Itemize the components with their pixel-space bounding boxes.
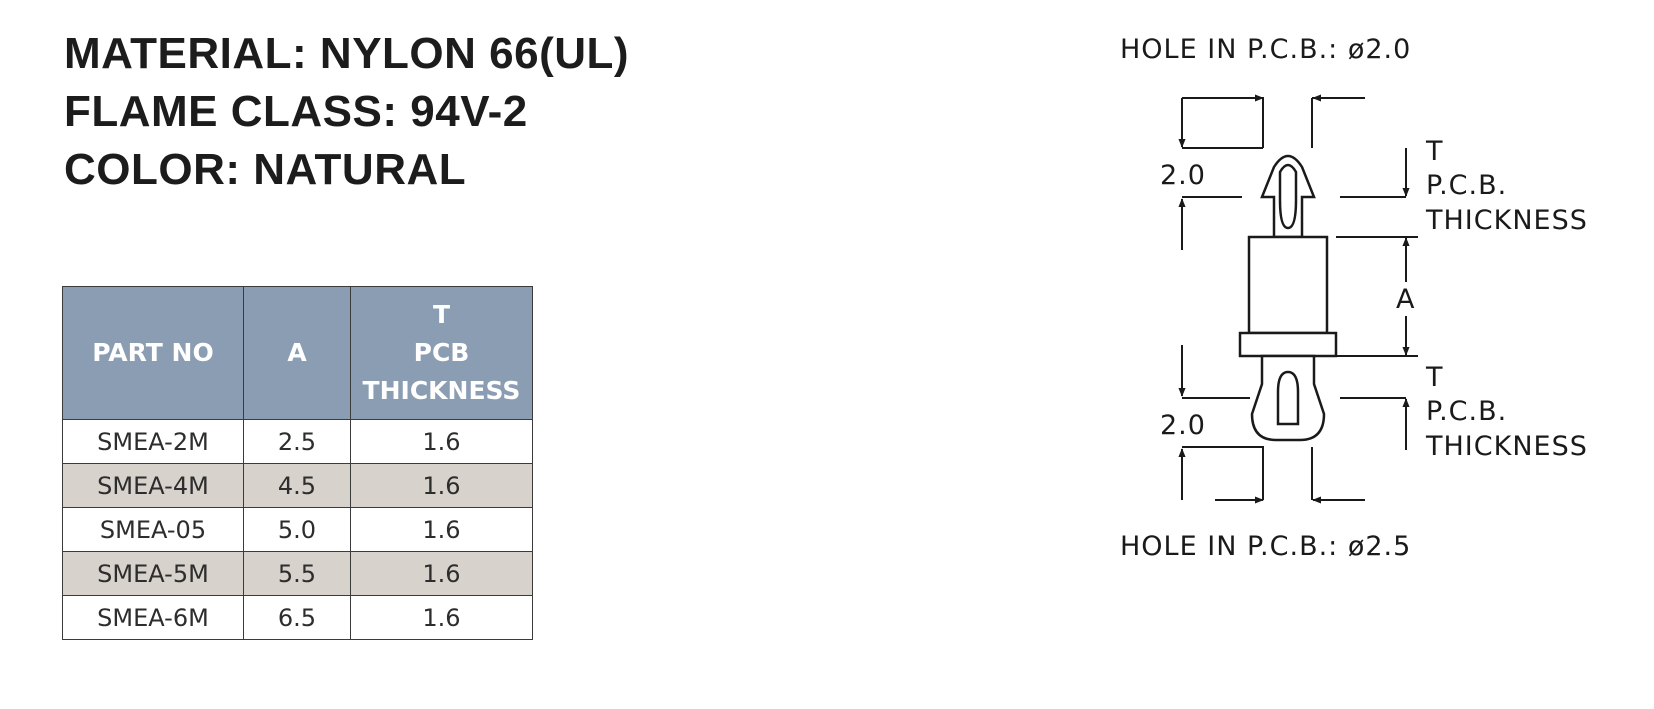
color-spec: COLOR: NATURAL [64,145,467,194]
cell-part-no: SMEA-2M [62,419,244,464]
table-row: SMEA-4M 4.5 1.6 [62,463,533,508]
flame-class-spec: FLAME CLASS: 94V-2 [64,87,528,136]
bottom-height-dimension [1178,345,1264,500]
table-row: SMEA-2M 2.5 1.6 [62,419,533,464]
cell-t: 1.6 [350,463,533,508]
top-thickness-dimension [1340,148,1410,198]
thickness-bottom-label: THICKNESS [1425,431,1588,462]
dim-bottom-label: 2.0 [1160,410,1206,441]
header-t-line1: T [432,300,451,329]
thickness-top-label: THICKNESS [1425,205,1588,236]
a-dimension [1336,236,1418,357]
cell-part-no: SMEA-4M [62,463,244,508]
top-height-dimension [1178,98,1263,250]
cell-t: 1.6 [350,419,533,464]
header-t-line2: PCB [413,338,470,367]
dim-a-label: A [1396,284,1415,315]
material-spec: MATERIAL: NYLON 66(UL) [64,29,630,78]
cell-a: 6.5 [243,595,351,640]
hole-top-label: HOLE IN P.C.B.: ø2.0 [1120,34,1411,65]
cell-t: 1.6 [350,595,533,640]
stud-outline [1238,154,1338,442]
bottom-thickness-dimension [1340,397,1410,450]
t-bottom-label: T [1425,362,1444,393]
pcb-bottom-label: P.C.B. [1426,396,1507,427]
cell-part-no: SMEA-5M [62,551,244,596]
parts-table: PART NO A T PCB THICKNESS SMEA-2M 2.5 1.… [62,286,533,640]
cell-part-no: SMEA-05 [62,507,244,552]
dim-top-label: 2.0 [1160,160,1206,191]
hole-bottom-label: HOLE IN P.C.B.: ø2.5 [1120,531,1411,562]
table-row: SMEA-05 5.0 1.6 [62,507,533,552]
t-top-label: T [1425,136,1444,167]
cell-t: 1.6 [350,551,533,596]
cell-a: 2.5 [243,419,351,464]
header-t-line3: THICKNESS [362,376,521,405]
table-header-row: PART NO A T PCB THICKNESS [62,286,533,420]
cell-part-no: SMEA-6M [62,595,244,640]
top-hole-dimension [1182,94,1365,148]
cell-a: 4.5 [243,463,351,508]
pcb-top-label: P.C.B. [1426,170,1507,201]
header-t: T PCB THICKNESS [350,286,533,420]
bottom-hole-dimension [1215,447,1365,504]
table-row: SMEA-5M 5.5 1.6 [62,551,533,596]
table-row: SMEA-6M 6.5 1.6 [62,595,533,640]
